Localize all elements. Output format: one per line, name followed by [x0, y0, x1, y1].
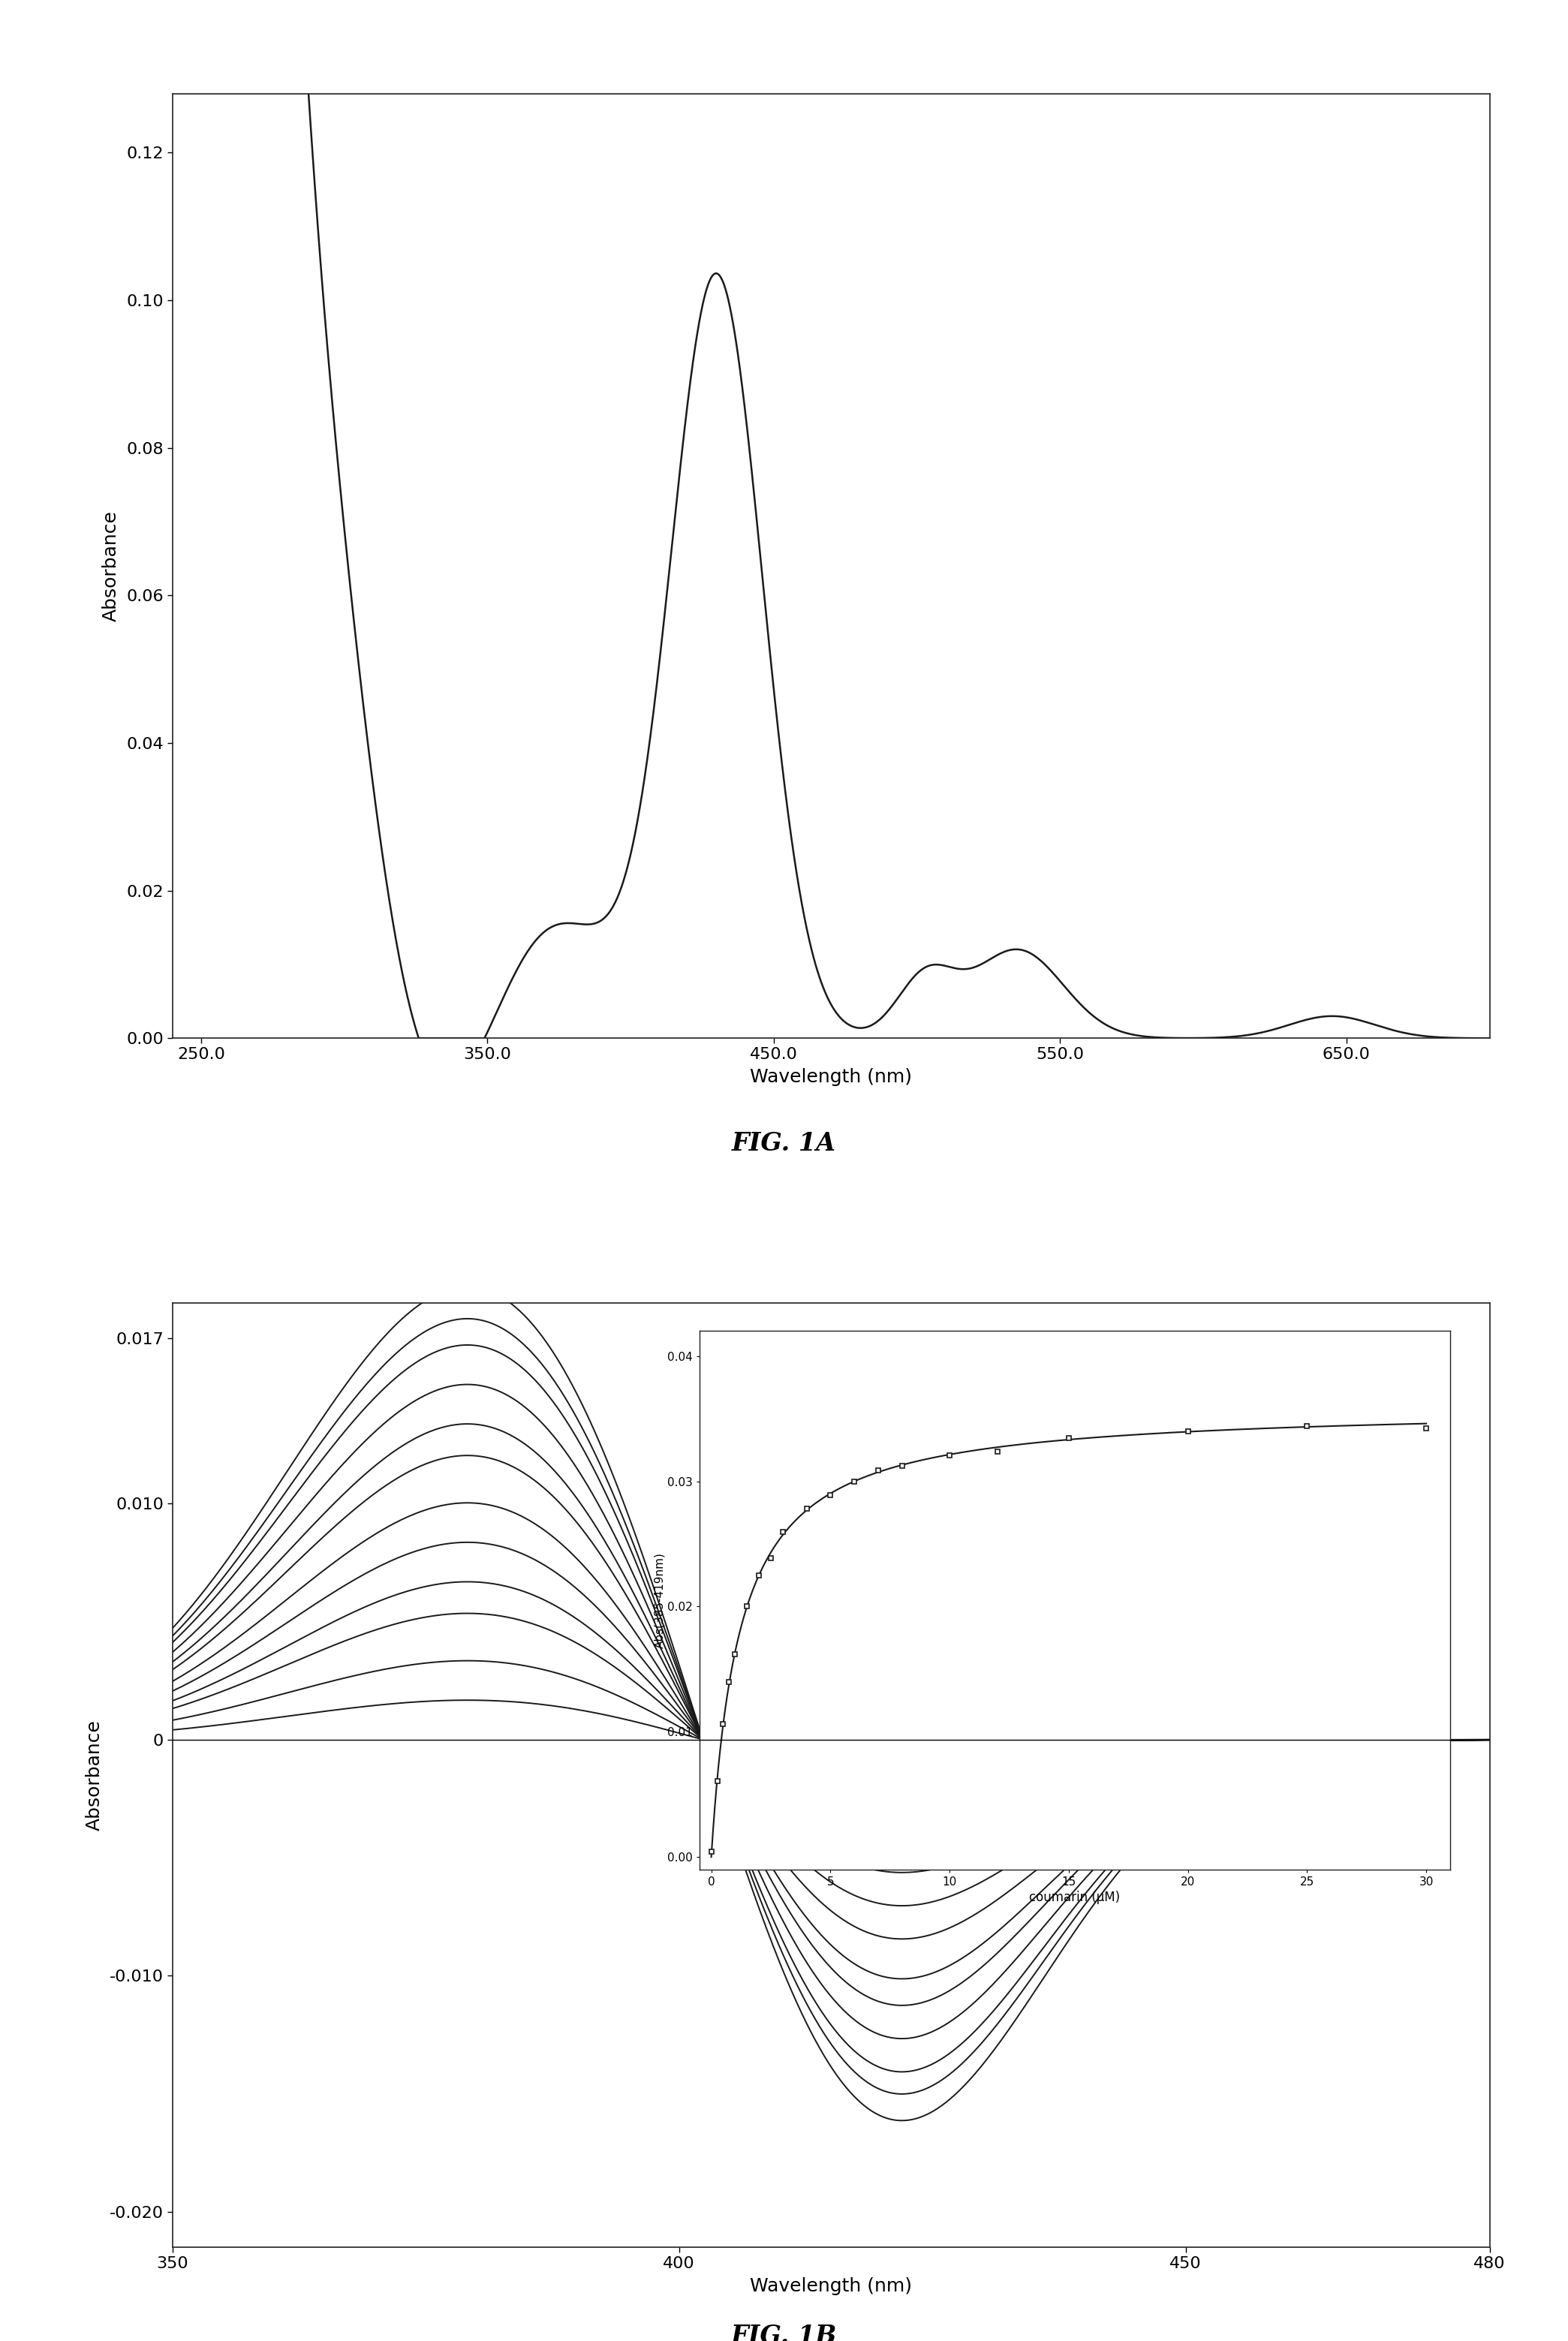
Y-axis label: Absorbance: Absorbance [102, 510, 121, 620]
Y-axis label: Absorbance: Absorbance [85, 1721, 103, 1831]
Text: FIG. 1B: FIG. 1B [731, 2325, 837, 2341]
X-axis label: Wavelength (nm): Wavelength (nm) [750, 1067, 913, 1086]
X-axis label: Wavelength (nm): Wavelength (nm) [750, 2278, 913, 2297]
Text: FIG. 1A: FIG. 1A [732, 1131, 836, 1156]
